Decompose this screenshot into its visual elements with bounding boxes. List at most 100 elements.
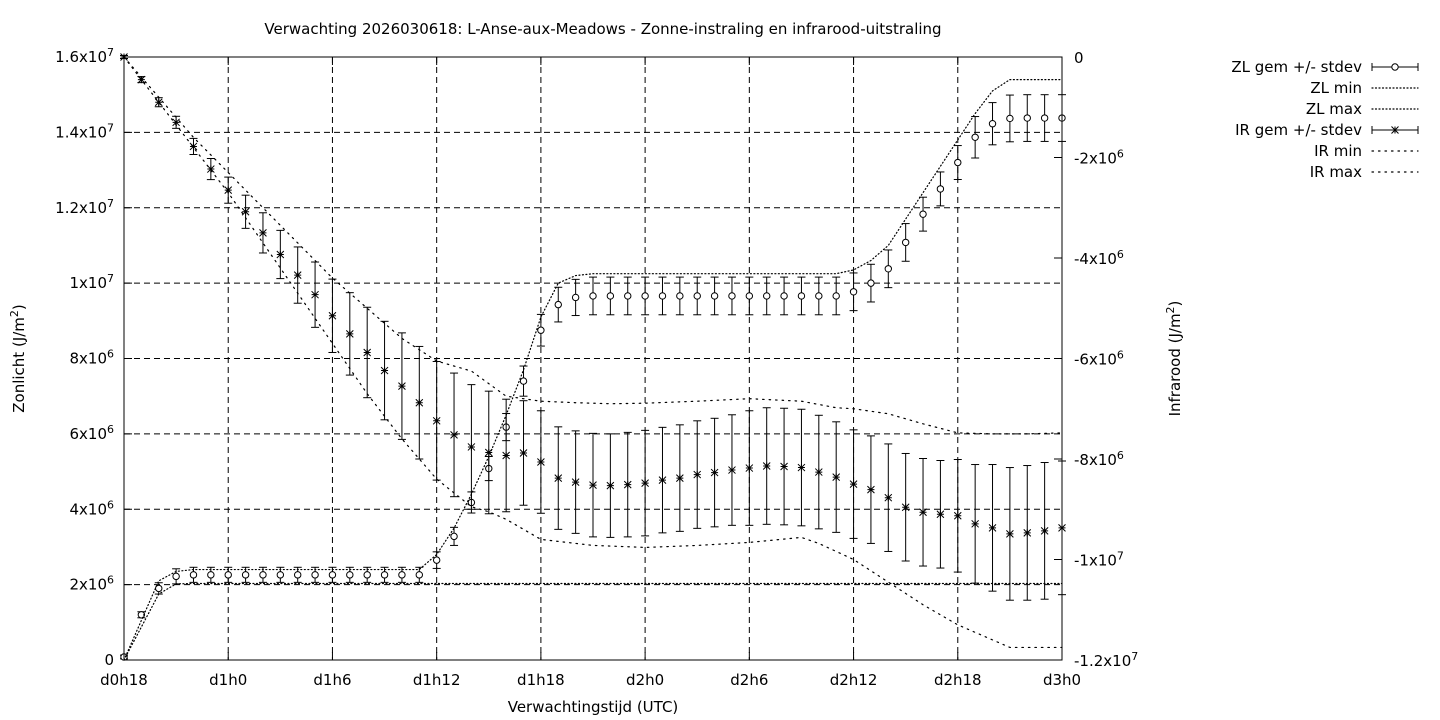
x-tick-label: d3h0 bbox=[1043, 671, 1081, 689]
data-point bbox=[884, 265, 892, 273]
series-line bbox=[123, 56, 1063, 649]
left-tick-label: 1.4x107 bbox=[55, 121, 114, 141]
plot-series bbox=[120, 53, 1066, 661]
data-point bbox=[346, 571, 354, 579]
data-point bbox=[988, 523, 997, 532]
data-point bbox=[172, 572, 180, 581]
data-point bbox=[954, 158, 962, 167]
data-point bbox=[554, 474, 563, 482]
data-point bbox=[849, 288, 858, 296]
data-point bbox=[571, 293, 580, 302]
data-point bbox=[172, 118, 180, 127]
data-point bbox=[432, 416, 441, 425]
legend-label: ZL max bbox=[1306, 100, 1362, 118]
data-point bbox=[814, 468, 823, 476]
left-axis-label: Zonlicht (J/m2) bbox=[8, 304, 28, 413]
data-point bbox=[241, 571, 250, 579]
data-point bbox=[206, 165, 215, 173]
data-point bbox=[276, 571, 285, 579]
data-point bbox=[554, 300, 562, 309]
data-point bbox=[189, 142, 198, 151]
data-point bbox=[623, 480, 632, 489]
data-point bbox=[363, 348, 372, 357]
data-point bbox=[189, 571, 198, 579]
series-line bbox=[123, 79, 1063, 661]
data-point bbox=[467, 443, 476, 451]
legend-item: ZL min bbox=[1310, 79, 1419, 97]
data-point bbox=[936, 185, 945, 193]
data-point bbox=[867, 485, 875, 494]
data-point bbox=[988, 120, 997, 128]
data-point bbox=[311, 571, 319, 579]
data-point bbox=[380, 571, 389, 579]
data-point bbox=[1023, 529, 1032, 537]
data-point bbox=[328, 571, 337, 579]
x-tick-label: d1h0 bbox=[209, 671, 247, 689]
legend-marker bbox=[1391, 63, 1399, 71]
data-point bbox=[259, 571, 267, 579]
legend-item: IR gem +/- stdev bbox=[1235, 121, 1419, 139]
data-point bbox=[763, 292, 771, 300]
x-tick-label: d1h18 bbox=[517, 671, 565, 689]
left-tick-label: 1.2x107 bbox=[55, 197, 114, 217]
data-point bbox=[432, 556, 441, 564]
data-point bbox=[849, 480, 858, 488]
legend-item: ZL gem +/- stdev bbox=[1231, 58, 1419, 76]
data-point bbox=[207, 571, 215, 579]
x-tick-label: d2h0 bbox=[626, 671, 664, 689]
data-point bbox=[710, 468, 719, 477]
grid bbox=[124, 57, 1062, 660]
right-tick-label: 0 bbox=[1074, 49, 1084, 67]
data-point bbox=[728, 292, 736, 300]
data-point bbox=[294, 571, 302, 579]
legend-item: IR min bbox=[1314, 142, 1419, 160]
data-point bbox=[919, 210, 927, 218]
series-line bbox=[123, 582, 1063, 661]
left-tick-label: 1x107 bbox=[69, 272, 114, 292]
data-point bbox=[762, 462, 771, 470]
data-point bbox=[797, 463, 806, 472]
data-point bbox=[519, 377, 528, 385]
right-tick-label: -1.2x107 bbox=[1074, 650, 1138, 670]
data-point bbox=[571, 478, 580, 486]
left-tick-label: 0 bbox=[104, 651, 114, 669]
x-tick-label: d0h18 bbox=[100, 671, 148, 689]
data-point bbox=[832, 292, 840, 300]
right-axis-label: Infrarood (J/m2) bbox=[1164, 301, 1184, 417]
data-point bbox=[606, 481, 615, 490]
data-point bbox=[919, 508, 927, 517]
data-point bbox=[224, 571, 232, 579]
right-tick-label: -1x107 bbox=[1074, 550, 1124, 570]
data-point bbox=[276, 250, 285, 259]
series-zl-min bbox=[123, 582, 1063, 661]
data-point bbox=[589, 292, 597, 300]
x-tick-label: d1h12 bbox=[413, 671, 461, 689]
data-point bbox=[728, 466, 736, 474]
x-tick-label: d2h12 bbox=[830, 671, 878, 689]
legend-item: IR max bbox=[1310, 163, 1419, 181]
series-zl-gem-stdev bbox=[120, 94, 1066, 661]
legend-label: IR gem +/- stdev bbox=[1235, 121, 1362, 139]
data-point bbox=[154, 98, 163, 107]
data-point bbox=[589, 481, 597, 489]
series-line bbox=[123, 56, 1063, 435]
data-point bbox=[259, 229, 267, 237]
data-point bbox=[398, 382, 406, 390]
data-point bbox=[345, 330, 354, 338]
legend-label: ZL min bbox=[1310, 79, 1362, 97]
legend-marker bbox=[1391, 126, 1399, 134]
data-point bbox=[780, 462, 788, 471]
series-zl-max bbox=[123, 79, 1063, 661]
right-axis-ticks: 0 -2x106 -4x106 -6x106 -8x106 -1x107 -1.2x107 bbox=[1054, 49, 1138, 670]
data-point bbox=[745, 464, 754, 472]
data-point bbox=[1040, 114, 1049, 122]
data-point bbox=[502, 451, 511, 460]
data-point bbox=[815, 292, 823, 300]
left-tick-label: 8x106 bbox=[69, 348, 114, 368]
chart-title: Verwachting 2026030618: L-Anse-aux-Meado… bbox=[264, 20, 941, 38]
data-point bbox=[867, 279, 875, 287]
data-point bbox=[832, 473, 841, 481]
data-point bbox=[537, 458, 545, 466]
data-point bbox=[293, 271, 302, 279]
data-point bbox=[901, 238, 910, 247]
